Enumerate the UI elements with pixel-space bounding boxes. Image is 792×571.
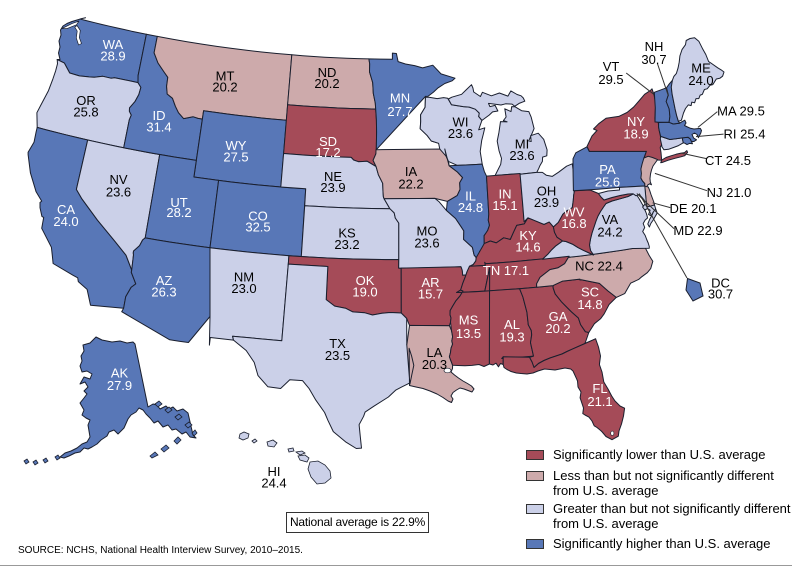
svg-text:15.1: 15.1 (492, 198, 517, 213)
svg-text:OK: OK (356, 273, 375, 288)
svg-text:23.0: 23.0 (231, 281, 256, 296)
svg-text:OH: OH (537, 184, 557, 199)
svg-text:ME: ME (691, 61, 711, 76)
svg-text:24.0: 24.0 (688, 73, 713, 88)
svg-text:23.6: 23.6 (106, 185, 131, 200)
svg-text:CA: CA (57, 202, 75, 217)
svg-text:19.0: 19.0 (352, 285, 377, 300)
svg-text:31.4: 31.4 (146, 120, 171, 135)
svg-text:KY: KY (519, 228, 537, 243)
svg-text:ID: ID (153, 108, 166, 123)
svg-text:23.5: 23.5 (325, 348, 350, 363)
svg-text:17.2: 17.2 (315, 145, 340, 160)
svg-text:NM: NM (234, 270, 254, 285)
svg-text:TX: TX (329, 336, 346, 351)
svg-text:24.4: 24.4 (261, 476, 286, 491)
svg-text:14.8: 14.8 (577, 297, 602, 312)
svg-text:23.2: 23.2 (334, 237, 359, 252)
svg-text:MT: MT (216, 69, 235, 84)
svg-text:PA: PA (599, 162, 616, 177)
svg-text:13.5: 13.5 (456, 326, 481, 341)
svg-text:MA 29.5: MA 29.5 (717, 104, 765, 119)
svg-text:28.9: 28.9 (100, 49, 125, 64)
svg-text:30.7: 30.7 (641, 52, 666, 67)
svg-text:NH: NH (645, 39, 664, 54)
svg-text:NE: NE (324, 169, 342, 184)
svg-text:27.9: 27.9 (107, 378, 132, 393)
svg-text:14.6: 14.6 (515, 240, 540, 255)
svg-text:AL: AL (504, 317, 520, 332)
svg-text:MI: MI (515, 137, 529, 152)
svg-text:24.8: 24.8 (458, 200, 483, 215)
svg-text:18.9: 18.9 (623, 127, 648, 142)
svg-text:IN: IN (499, 187, 512, 202)
svg-text:CO: CO (248, 209, 268, 224)
svg-text:15.7: 15.7 (418, 287, 443, 302)
svg-text:FL: FL (592, 381, 607, 396)
svg-text:27.7: 27.7 (387, 104, 412, 119)
svg-text:OR: OR (76, 93, 96, 108)
svg-text:GA: GA (549, 309, 568, 324)
svg-text:MS: MS (459, 313, 479, 328)
svg-text:21.1: 21.1 (587, 394, 612, 409)
svg-text:AK: AK (111, 366, 129, 381)
svg-text:26.3: 26.3 (151, 285, 176, 300)
svg-text:AZ: AZ (156, 273, 173, 288)
svg-text:DC: DC (711, 276, 730, 291)
svg-text:20.3: 20.3 (422, 357, 447, 372)
svg-text:TN 17.1: TN 17.1 (483, 263, 529, 278)
svg-text:20.2: 20.2 (545, 321, 570, 336)
svg-text:ND: ND (318, 65, 337, 80)
svg-text:IL: IL (465, 189, 476, 204)
svg-text:VA: VA (602, 212, 619, 227)
svg-text:KS: KS (338, 226, 356, 241)
svg-text:23.9: 23.9 (534, 195, 559, 210)
svg-text:LA: LA (427, 345, 443, 360)
svg-text:MO: MO (417, 224, 438, 239)
svg-text:WI: WI (453, 115, 469, 130)
svg-text:23.6: 23.6 (509, 148, 534, 163)
svg-text:DE 20.1: DE 20.1 (670, 201, 717, 216)
svg-text:24.0: 24.0 (53, 214, 78, 229)
svg-text:NY: NY (627, 114, 645, 129)
svg-text:WY: WY (226, 138, 247, 153)
svg-text:NC 22.4: NC 22.4 (575, 259, 623, 274)
svg-text:20.2: 20.2 (314, 76, 339, 91)
svg-text:SC: SC (581, 285, 599, 300)
svg-text:23.6: 23.6 (414, 236, 439, 251)
svg-text:AR: AR (421, 275, 439, 290)
svg-text:HI: HI (268, 464, 281, 479)
svg-text:22.2: 22.2 (398, 177, 423, 192)
svg-text:MD 22.9: MD 22.9 (673, 223, 722, 238)
svg-text:NV: NV (109, 172, 127, 187)
svg-text:25.8: 25.8 (73, 105, 98, 120)
svg-text:32.5: 32.5 (245, 220, 270, 235)
svg-text:VT: VT (603, 59, 620, 74)
svg-text:19.3: 19.3 (499, 330, 524, 345)
svg-text:MN: MN (390, 91, 410, 106)
svg-text:UT: UT (170, 195, 187, 210)
svg-text:28.2: 28.2 (166, 205, 191, 220)
svg-text:CT 24.5: CT 24.5 (705, 153, 751, 168)
svg-text:WV: WV (564, 205, 585, 220)
svg-text:16.8: 16.8 (561, 216, 586, 231)
svg-text:23.9: 23.9 (320, 180, 345, 195)
svg-text:WA: WA (103, 37, 124, 52)
svg-text:23.6: 23.6 (448, 126, 473, 141)
svg-text:20.2: 20.2 (212, 80, 237, 95)
svg-text:RI 25.4: RI 25.4 (724, 127, 766, 142)
svg-text:24.2: 24.2 (597, 225, 622, 240)
svg-text:27.5: 27.5 (223, 150, 248, 165)
svg-text:29.5: 29.5 (598, 72, 623, 87)
svg-text:IA: IA (405, 164, 418, 179)
svg-text:30.7: 30.7 (708, 287, 733, 302)
svg-text:NJ 21.0: NJ 21.0 (707, 185, 752, 200)
svg-text:25.6: 25.6 (595, 175, 620, 190)
svg-text:SD: SD (319, 134, 337, 149)
